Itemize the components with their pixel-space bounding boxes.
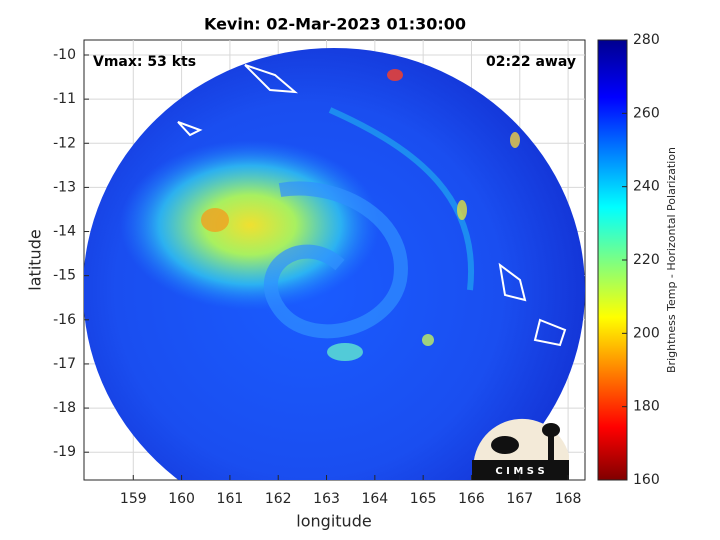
y-tick-label: -19	[53, 444, 76, 460]
annotation-right: 02:22 away	[486, 54, 576, 70]
colorbar-tick-label: 260	[633, 105, 660, 121]
x-tick-label: 163	[313, 491, 340, 507]
x-axis-label: longitude	[296, 512, 371, 531]
y-tick-label: -15	[53, 268, 76, 284]
x-tick-label: 167	[506, 491, 533, 507]
colorbar-tick-label: 220	[633, 252, 660, 268]
x-tick-label: 165	[410, 491, 437, 507]
y-tick-label: -11	[53, 91, 76, 107]
satellite-image	[84, 48, 585, 480]
y-tick-label: -18	[53, 400, 76, 416]
x-tick-label: 162	[265, 491, 292, 507]
y-tick-label: -14	[53, 224, 76, 240]
x-tick-label: 164	[361, 491, 388, 507]
colorbar-label: Brightness Temp - Horizontal Polarizatio…	[665, 147, 678, 373]
y-tick-label: -16	[53, 312, 76, 328]
y-tick-label: -17	[53, 356, 76, 372]
x-tick-label: 166	[458, 491, 485, 507]
colorbar-tick-label: 280	[633, 32, 660, 48]
y-tick-label: -10	[53, 47, 76, 63]
x-tick-label: 159	[120, 491, 147, 507]
x-tick-label: 161	[217, 491, 244, 507]
x-tick-label: 168	[555, 491, 582, 507]
chart-title: Kevin: 02-Mar-2023 01:30:00	[204, 15, 466, 34]
y-axis-label: latitude	[26, 229, 45, 290]
logo: C I M S S	[472, 418, 569, 480]
x-tick-label: 160	[168, 491, 195, 507]
colorbar-tick-label: 180	[633, 399, 660, 415]
annotation-left: Vmax: 53 kts	[93, 54, 196, 70]
y-tick-label: -12	[53, 135, 76, 151]
logo-text: C I M S S	[495, 466, 544, 477]
y-tick-label: -13	[53, 179, 76, 195]
colorbar-tick-label: 240	[633, 179, 660, 195]
colorbar-tick-label: 200	[633, 325, 660, 341]
colorbar-tick-label: 160	[633, 472, 660, 488]
